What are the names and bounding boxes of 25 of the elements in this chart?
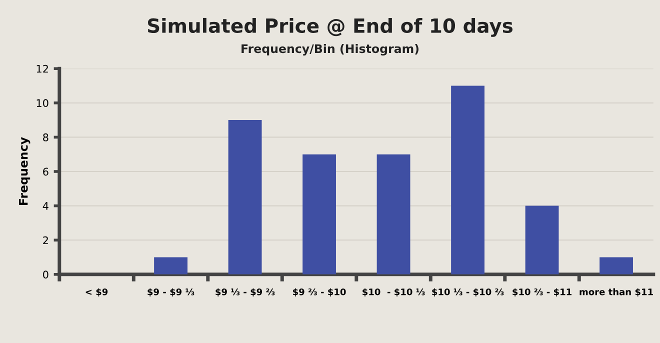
x-tick-label: $10 ⅓ - $10 ⅔ (432, 288, 504, 296)
x-tick-label: $10 - $10 ⅓ (362, 288, 425, 296)
y-tick-label: 6 (43, 168, 48, 176)
y-tick-label: 0 (43, 270, 48, 279)
bar (228, 120, 262, 274)
y-tick-label: 12 (36, 64, 48, 73)
y-axis-title: Frequency (19, 137, 30, 205)
y-tick-label: 8 (43, 133, 48, 142)
chart-subtitle: Frequency/Bin (Histogram) (242, 44, 418, 56)
bar (376, 154, 410, 274)
bar (154, 257, 188, 274)
x-tick-label: < $9 (86, 288, 108, 296)
x-tick-label: $9 ⅔ - $10 (293, 288, 346, 296)
y-tick-label: 4 (42, 202, 48, 210)
y-tick-label: 2 (43, 236, 48, 244)
x-tick-label: $9 ⅓ - $9 ⅔ (216, 288, 275, 296)
x-tick-label: more than $11 (580, 288, 653, 296)
bar (451, 86, 484, 274)
chart-title: Simulated Price @ End of 10 days (148, 18, 512, 37)
bar (600, 257, 633, 274)
x-tick-label: $10 ⅔ - $11 (512, 288, 572, 296)
bar (302, 154, 336, 274)
bar (525, 206, 559, 274)
y-tick-label: 10 (36, 99, 48, 108)
x-tick-label: $9 - $9 ⅓ (148, 288, 194, 296)
